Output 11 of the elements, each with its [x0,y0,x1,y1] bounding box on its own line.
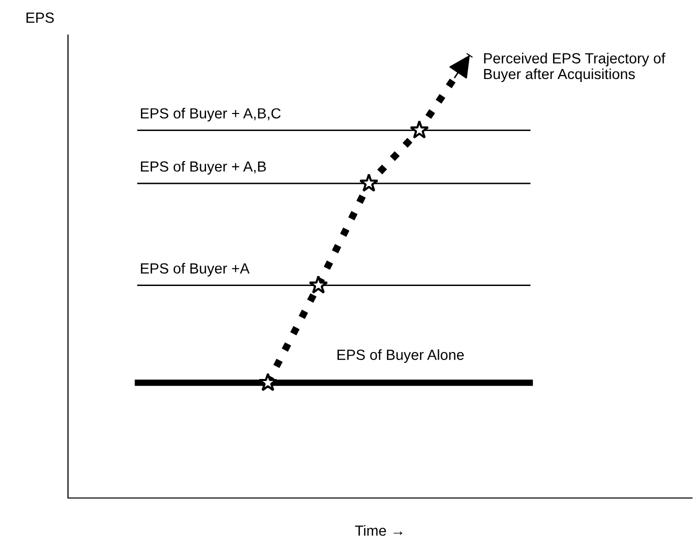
text: EPS [26,12,54,23]
point [359,173,379,192]
ref-line-label: EPS of Buyer +A [140,262,250,276]
ref-line-label: EPS of Buyer + A,B [140,160,266,175]
ref-line-label: EPS of Buyer + A,B,C [140,108,281,122]
point [258,372,278,392]
annotation: Perceived EPS Trajectory of Buyer after Acquisitions [484,52,666,82]
point [308,275,328,294]
point [410,120,430,139]
ref-line-label: EPS of Buyer Alone [338,349,464,363]
x-axis-title: Time → [355,525,402,536]
